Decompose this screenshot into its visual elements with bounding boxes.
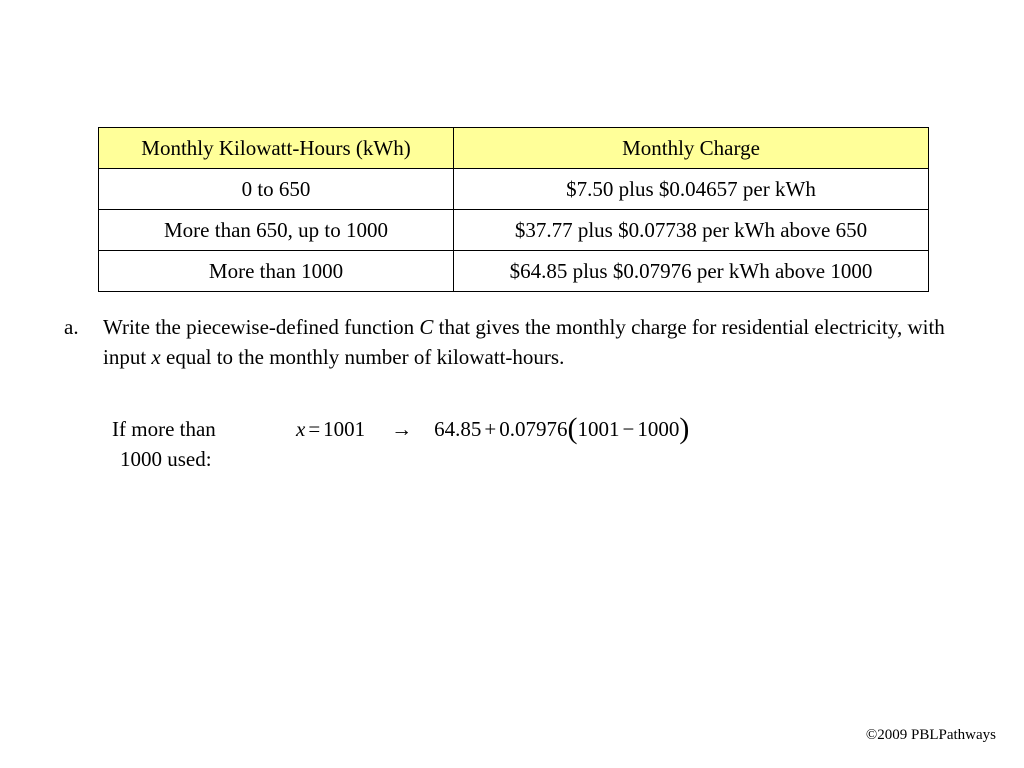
equation: x = 1001 → 64.85 +0.07976(1001−1000) <box>296 414 689 444</box>
function-variable: C <box>419 315 434 339</box>
table-header-row: Monthly Kilowatt-Hours (kWh) Monthly Cha… <box>98 127 929 169</box>
row-charge: $37.77 plus $0.07738 per kWh above 650 <box>453 209 929 251</box>
row-kwh-range: More than 1000 <box>98 250 454 292</box>
table-row: More than 650, up to 1000 $37.77 plus $0… <box>98 209 929 251</box>
row-kwh-range: More than 650, up to 1000 <box>98 209 454 251</box>
condition-label: If more than 1000 used: <box>112 414 216 474</box>
row-charge: $64.85 plus $0.07976 per kWh above 1000 <box>453 250 929 292</box>
question-part1: Write the piecewise-defined function <box>103 315 420 339</box>
eq-equals: = <box>308 417 321 441</box>
row-charge: $7.50 plus $0.04657 per kWh <box>453 168 929 210</box>
question-a: a. Write the piecewise-defined function … <box>64 312 984 372</box>
input-variable: x <box>151 345 161 369</box>
eq-subtrahend: 1000 <box>637 417 680 441</box>
arrow-icon: → <box>391 417 413 441</box>
eq-rate: 0.07976 <box>499 417 568 441</box>
row-kwh-range: 0 to 650 <box>98 168 454 210</box>
eq-close-paren: ) <box>679 412 690 445</box>
question-text: Write the piecewise-defined function C t… <box>103 312 984 372</box>
table-row: More than 1000 $64.85 plus $0.07976 per … <box>98 250 929 292</box>
eq-minus: − <box>622 417 635 441</box>
question-part3: equal to the monthly number of kilowatt-… <box>160 345 565 369</box>
condition-line2: 1000 used: <box>120 447 212 471</box>
condition-line1: If more than <box>112 417 216 441</box>
eq-base: 64.85 <box>434 417 482 441</box>
eq-plus: + <box>484 417 497 441</box>
eq-variable: x <box>296 417 306 441</box>
table-row: 0 to 650 $7.50 plus $0.04657 per kWh <box>98 168 929 210</box>
rate-table: Monthly Kilowatt-Hours (kWh) Monthly Cha… <box>98 127 929 292</box>
eq-minuend: 1001 <box>577 417 620 441</box>
question-letter: a. <box>64 315 79 339</box>
question-part2: that gives the monthly charge for reside… <box>103 315 945 369</box>
eq-open-paren: ( <box>567 412 578 445</box>
header-kwh: Monthly Kilowatt-Hours (kWh) <box>98 127 454 169</box>
eq-value: 1001 <box>323 417 366 441</box>
header-charge: Monthly Charge <box>453 127 929 169</box>
copyright-text: ©2009 PBLPathways <box>865 727 996 743</box>
